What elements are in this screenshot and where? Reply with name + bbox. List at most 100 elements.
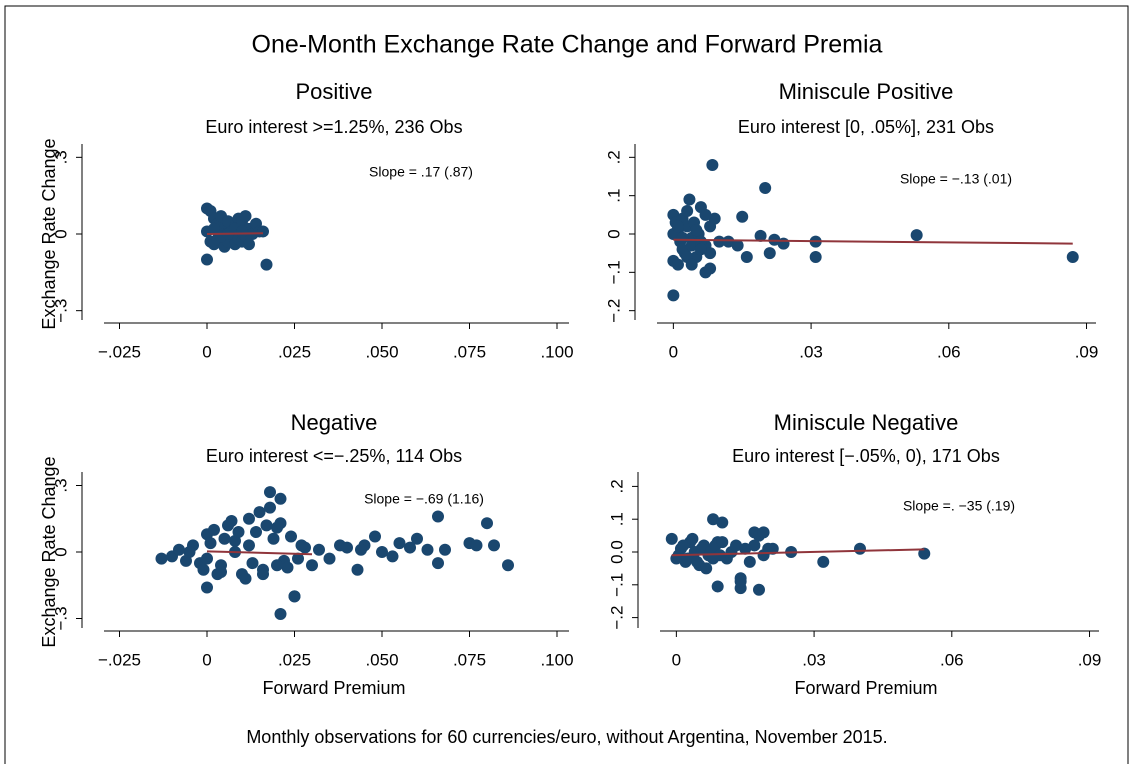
point <box>700 562 713 575</box>
point <box>250 526 262 539</box>
y-axis-title: Exchange Rate Change <box>39 456 59 647</box>
point <box>665 532 678 545</box>
y-tick-label: .3 <box>51 150 70 164</box>
point <box>809 251 822 263</box>
point <box>736 210 749 223</box>
point <box>690 224 703 237</box>
x-tick-label: .09 <box>1078 650 1102 669</box>
point <box>421 543 434 556</box>
point <box>754 229 767 242</box>
point <box>201 253 213 266</box>
point <box>393 537 406 550</box>
y-tick-label: .3 <box>51 478 70 492</box>
point <box>264 501 276 514</box>
x-tick-label: 0 <box>672 650 681 669</box>
point <box>708 212 721 225</box>
panel-title: Miniscule Negative <box>774 410 959 435</box>
panel-subtitle: Euro interest [−.05%, 0), 171 Obs <box>732 446 1000 466</box>
point <box>376 546 388 558</box>
point <box>748 539 761 552</box>
point <box>204 537 217 550</box>
point <box>218 532 231 545</box>
point <box>671 220 684 233</box>
point <box>1066 251 1079 263</box>
point <box>274 608 287 621</box>
point <box>236 225 248 238</box>
point <box>677 539 690 552</box>
x-tick-label: 0 <box>669 342 678 361</box>
y-tick-label: −.1 <box>607 573 626 597</box>
point <box>295 539 308 552</box>
point <box>853 542 866 555</box>
point <box>716 536 729 549</box>
point <box>260 519 273 532</box>
fit-line <box>671 548 925 557</box>
point <box>763 247 776 260</box>
point <box>232 526 245 539</box>
y-tick-label: −.2 <box>604 299 623 323</box>
point <box>386 550 399 563</box>
point <box>918 547 931 560</box>
point <box>481 517 493 530</box>
x-tick-label: .03 <box>802 650 826 669</box>
x-tick-label: .075 <box>453 650 486 669</box>
panel-subtitle: Euro interest >=1.25%, 236 Obs <box>205 117 462 137</box>
footer-note: Monthly observations for 60 currencies/e… <box>246 727 887 747</box>
point <box>246 557 259 570</box>
x-tick-label: .100 <box>540 650 573 669</box>
y-tick-label: −.2 <box>607 606 626 630</box>
point <box>667 289 680 302</box>
point <box>306 559 318 572</box>
point <box>470 539 483 552</box>
point <box>752 583 765 596</box>
point <box>292 552 304 565</box>
point <box>313 543 325 556</box>
point <box>685 258 698 271</box>
point <box>257 225 269 238</box>
point <box>676 231 689 244</box>
point <box>197 563 210 576</box>
y-tick-label: 0 <box>51 547 70 556</box>
fit-line <box>206 550 313 556</box>
point <box>686 532 699 545</box>
x-tick-label: .075 <box>453 342 486 361</box>
point <box>439 543 451 556</box>
point <box>432 557 444 570</box>
point <box>351 563 364 576</box>
point <box>274 492 287 505</box>
panel-subtitle: Euro interest <=−.25%, 114 Obs <box>206 446 462 466</box>
x-tick-label: .100 <box>540 342 573 361</box>
point <box>704 262 717 275</box>
point <box>341 541 353 554</box>
point <box>257 568 269 581</box>
point <box>488 539 500 552</box>
point <box>707 552 720 565</box>
x-tick-label: .050 <box>365 342 398 361</box>
point <box>706 159 719 171</box>
y-tick-label: −.1 <box>604 260 623 284</box>
point <box>757 526 770 539</box>
point <box>757 549 770 562</box>
point <box>208 222 220 235</box>
point <box>711 580 724 593</box>
point <box>671 258 684 271</box>
point <box>239 572 252 585</box>
point <box>731 239 744 252</box>
slope-annotation: Slope = .17 (.87) <box>369 164 473 180</box>
point <box>766 542 779 555</box>
x-axis-title: Forward Premium <box>262 678 405 698</box>
y-tick-label: .1 <box>604 189 623 203</box>
point <box>201 552 213 565</box>
point <box>734 575 747 588</box>
point <box>285 530 297 543</box>
frame <box>4 5 1129 764</box>
y-tick-label: .1 <box>607 512 626 526</box>
y-tick-label: −.3 <box>51 606 70 630</box>
point <box>716 516 729 529</box>
point <box>685 239 698 252</box>
point <box>759 182 772 194</box>
point <box>369 530 381 543</box>
x-tick-label: −.025 <box>98 650 141 669</box>
point <box>274 517 287 530</box>
point <box>267 532 280 545</box>
